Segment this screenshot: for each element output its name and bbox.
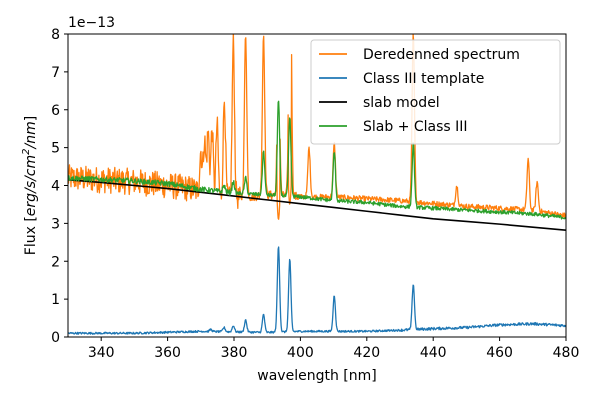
x-tick-label: 440 — [420, 345, 447, 361]
x-tick-label: 360 — [154, 345, 181, 361]
y-axis-label-prefix: Flux [ — [23, 216, 39, 255]
x-tick-label: 460 — [486, 345, 513, 361]
legend-label-slab-model: slab model — [363, 95, 440, 111]
y-axis-label-suffix: ] — [23, 116, 39, 121]
y-tick-label: 4 — [51, 179, 60, 195]
y-tick-label: 7 — [51, 65, 60, 81]
y-scale-label: 1e−13 — [68, 15, 115, 31]
y-axis-label: Flux [erg/s/cm2/nm] — [21, 116, 39, 255]
legend-box — [310, 39, 561, 145]
legend: Deredenned spectrum Class III template sla… — [310, 39, 561, 145]
x-tick-label: 380 — [221, 345, 248, 361]
y-tick-label: 8 — [51, 27, 60, 43]
y-tick-label: 6 — [51, 103, 60, 119]
y-tick-label: 3 — [51, 216, 60, 232]
y-axis-label-rest: /nm — [23, 121, 39, 150]
y-axis-label-unit: erg/s/cm — [23, 155, 39, 216]
y-tick-label: 1 — [51, 292, 60, 308]
series-line-slab-class-iii — [68, 100, 566, 220]
legend-label-slab-class-iii: Slab + Class III — [363, 119, 468, 135]
series-layer — [68, 34, 566, 335]
y-tick-label: 0 — [51, 330, 60, 346]
x-axis-label: wavelength [nm] — [257, 368, 376, 384]
legend-label-class-iii-template: Class III template — [363, 71, 484, 87]
legend-label-deredenned-spectrum: Deredenned spectrum — [363, 47, 520, 63]
series-line-slab-model — [68, 179, 566, 231]
y-axis-label-exp: 2 — [21, 148, 32, 154]
y-tick-label: 2 — [51, 254, 60, 270]
y-tick-label: 5 — [51, 141, 60, 157]
series-line-class-iii-template — [68, 246, 566, 335]
x-tick-label: 340 — [88, 345, 115, 361]
x-tick-label: 400 — [287, 345, 314, 361]
x-tick-label: 480 — [553, 345, 580, 361]
axes: 340 360 380 400 420 440 460 480 0 1 2 3 4 5 6 7 8 — [51, 27, 579, 361]
x-tick-label: 420 — [353, 345, 380, 361]
